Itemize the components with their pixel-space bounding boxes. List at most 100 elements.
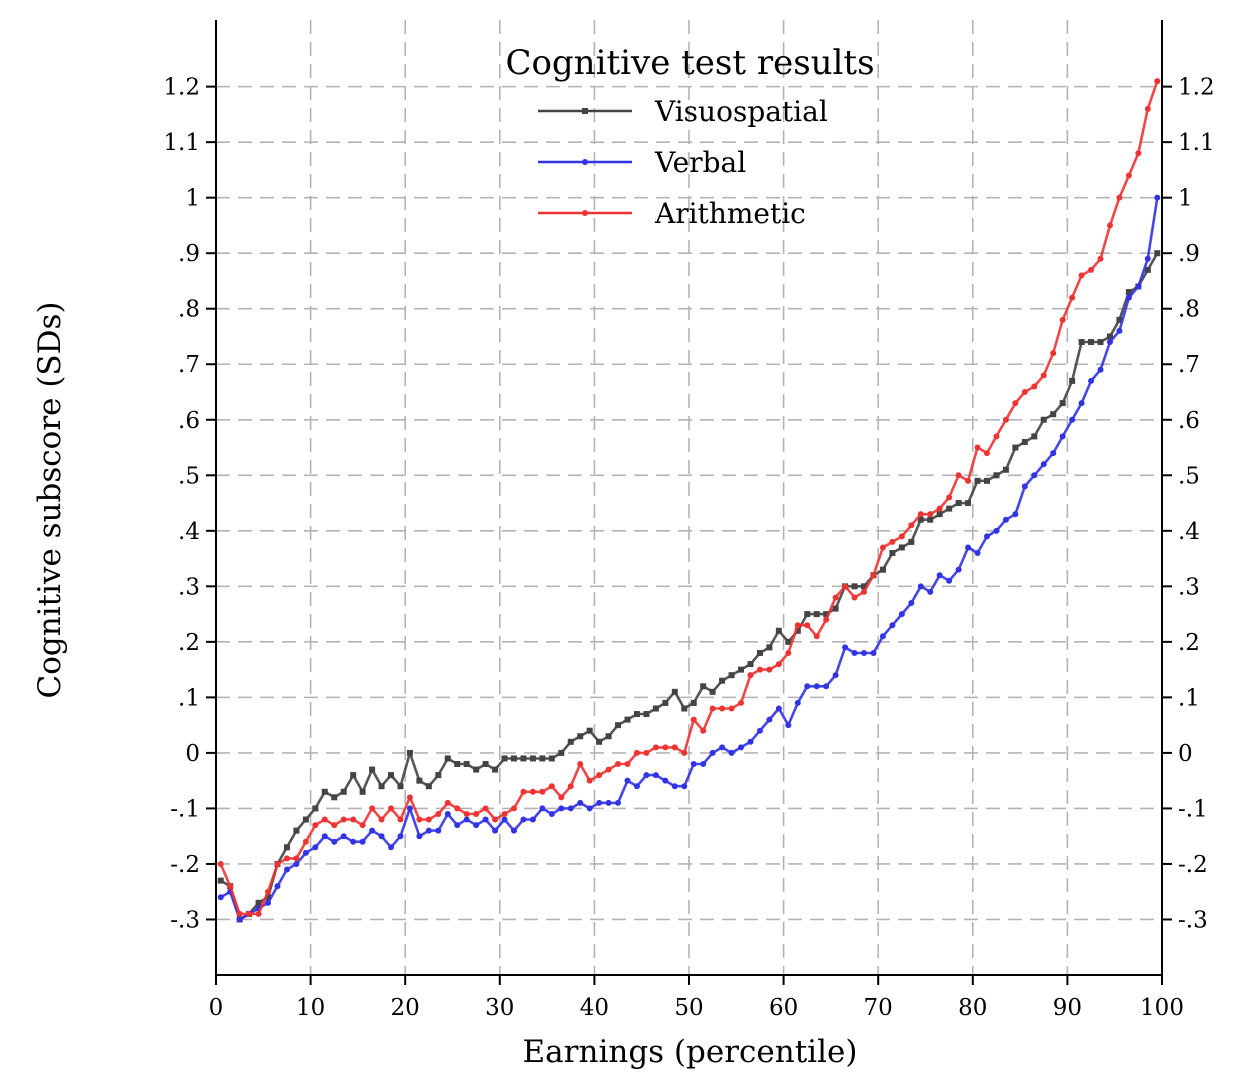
data-point-verbal (321, 833, 328, 840)
data-point-verbal (747, 738, 754, 745)
data-point-visuospatial (832, 605, 839, 612)
data-point-arithmetic (340, 816, 347, 823)
data-point-arithmetic (283, 855, 290, 862)
tick-labels: -.3 -.3 -.2 -.2 -.1 -.1 0 0 .1 .1 .2 .2 .3 .3 .4 .4 .5 .5… (163, 75, 1214, 1021)
data-point-verbal (1002, 516, 1009, 523)
data-point-verbal (435, 827, 442, 834)
data-point-arithmetic (217, 860, 224, 867)
data-point-visuospatial (728, 672, 735, 679)
data-point-visuospatial (889, 550, 896, 557)
data-point-visuospatial (435, 772, 442, 779)
data-point-visuospatial (851, 583, 858, 590)
data-point-arithmetic (633, 749, 640, 756)
data-point-arithmetic (388, 805, 395, 812)
data-point-arithmetic (662, 744, 669, 751)
data-point-arithmetic (359, 822, 366, 829)
data-point-visuospatial (1021, 438, 1028, 445)
data-point-visuospatial (1031, 433, 1038, 440)
y-tick-label-left: .3 (178, 574, 200, 600)
data-point-arithmetic (501, 810, 508, 817)
data-point-arithmetic (671, 744, 678, 751)
data-point-verbal (1144, 255, 1151, 262)
data-point-verbal (813, 683, 820, 690)
data-point-arithmetic (652, 744, 659, 751)
x-axis-title: Earnings (percentile) (523, 1034, 858, 1070)
data-point-verbal (236, 916, 243, 923)
data-point-visuospatial (766, 644, 773, 651)
data-point-visuospatial (615, 722, 622, 729)
data-point-arithmetic (473, 810, 480, 817)
data-point-visuospatial (359, 788, 366, 795)
y-tick-label-left: .4 (178, 519, 200, 545)
data-point-arithmetic (529, 788, 536, 795)
data-point-visuospatial (738, 666, 745, 673)
data-point-arithmetic (823, 616, 830, 623)
legend-title: Cognitive test results (505, 43, 874, 83)
data-point-arithmetic (965, 477, 972, 484)
data-point-visuospatial (993, 472, 1000, 479)
data-point-arithmetic (406, 794, 413, 801)
y-tick-label-left: 1.1 (163, 130, 200, 156)
data-point-verbal (416, 833, 423, 840)
data-point-arithmetic (321, 816, 328, 823)
data-point-arithmetic (832, 594, 839, 601)
data-point-arithmetic (482, 805, 489, 812)
legend-label-visuospatial: Visuospatial (654, 95, 828, 128)
data-point-visuospatial (861, 583, 868, 590)
data-point-verbal (889, 622, 896, 629)
data-point-arithmetic (378, 816, 385, 823)
data-point-arithmetic (908, 522, 915, 529)
data-point-verbal (681, 783, 688, 790)
data-point-visuospatial (1097, 339, 1104, 346)
data-point-verbal (283, 866, 290, 873)
data-point-visuospatial (662, 699, 669, 706)
data-point-verbal (974, 550, 981, 557)
data-point-verbal (539, 805, 546, 812)
legend-label-arithmetic: Arithmetic (654, 197, 806, 230)
data-point-verbal (775, 705, 782, 712)
y-tick-label-right: .2 (1178, 630, 1200, 656)
y-tick-label-right: 1.2 (1178, 75, 1215, 101)
y-tick-label-right: 0 (1178, 741, 1193, 767)
data-point-visuospatial (652, 705, 659, 712)
data-point-visuospatial (927, 516, 934, 523)
data-point-verbal (624, 777, 631, 784)
data-point-verbal (369, 827, 376, 834)
y-tick-label-right: -.2 (1178, 852, 1208, 878)
data-point-arithmetic (804, 622, 811, 629)
y-tick-label-right: -.3 (1178, 907, 1208, 933)
data-point-arithmetic (1154, 78, 1161, 85)
x-tick-label: 80 (958, 995, 987, 1021)
data-point-arithmetic (1012, 400, 1019, 407)
data-point-verbal (340, 833, 347, 840)
data-point-arithmetic (520, 788, 527, 795)
data-point-verbal (832, 672, 839, 679)
data-point-visuospatial (946, 505, 953, 512)
x-tick-label: 90 (1053, 995, 1082, 1021)
x-tick-label: 100 (1140, 995, 1184, 1021)
data-point-verbal (823, 683, 830, 690)
y-tick-label-left: .5 (178, 463, 200, 489)
y-axis-title: Cognitive subscore (SDs) (32, 301, 68, 698)
x-tick-label: 40 (580, 995, 609, 1021)
data-point-verbal (444, 810, 451, 817)
data-point-arithmetic (983, 450, 990, 457)
data-point-arithmetic (1144, 105, 1151, 112)
data-point-visuospatial (473, 766, 480, 773)
data-point-arithmetic (463, 810, 470, 817)
data-point-visuospatial (482, 761, 489, 768)
y-tick-label-left: -.2 (170, 852, 200, 878)
data-point-arithmetic (1135, 150, 1142, 157)
data-point-verbal (482, 816, 489, 823)
data-point-verbal (1088, 377, 1095, 384)
data-point-visuospatial (1154, 250, 1161, 257)
data-point-verbal (605, 799, 612, 806)
data-point-verbal (794, 699, 801, 706)
data-point-verbal (898, 611, 905, 618)
data-point-visuospatial (312, 805, 319, 812)
data-point-visuospatial (321, 788, 328, 795)
y-tick-label-left: .7 (178, 352, 200, 378)
legend-marker-visuospatial (582, 108, 588, 114)
data-point-visuospatial (510, 755, 517, 762)
